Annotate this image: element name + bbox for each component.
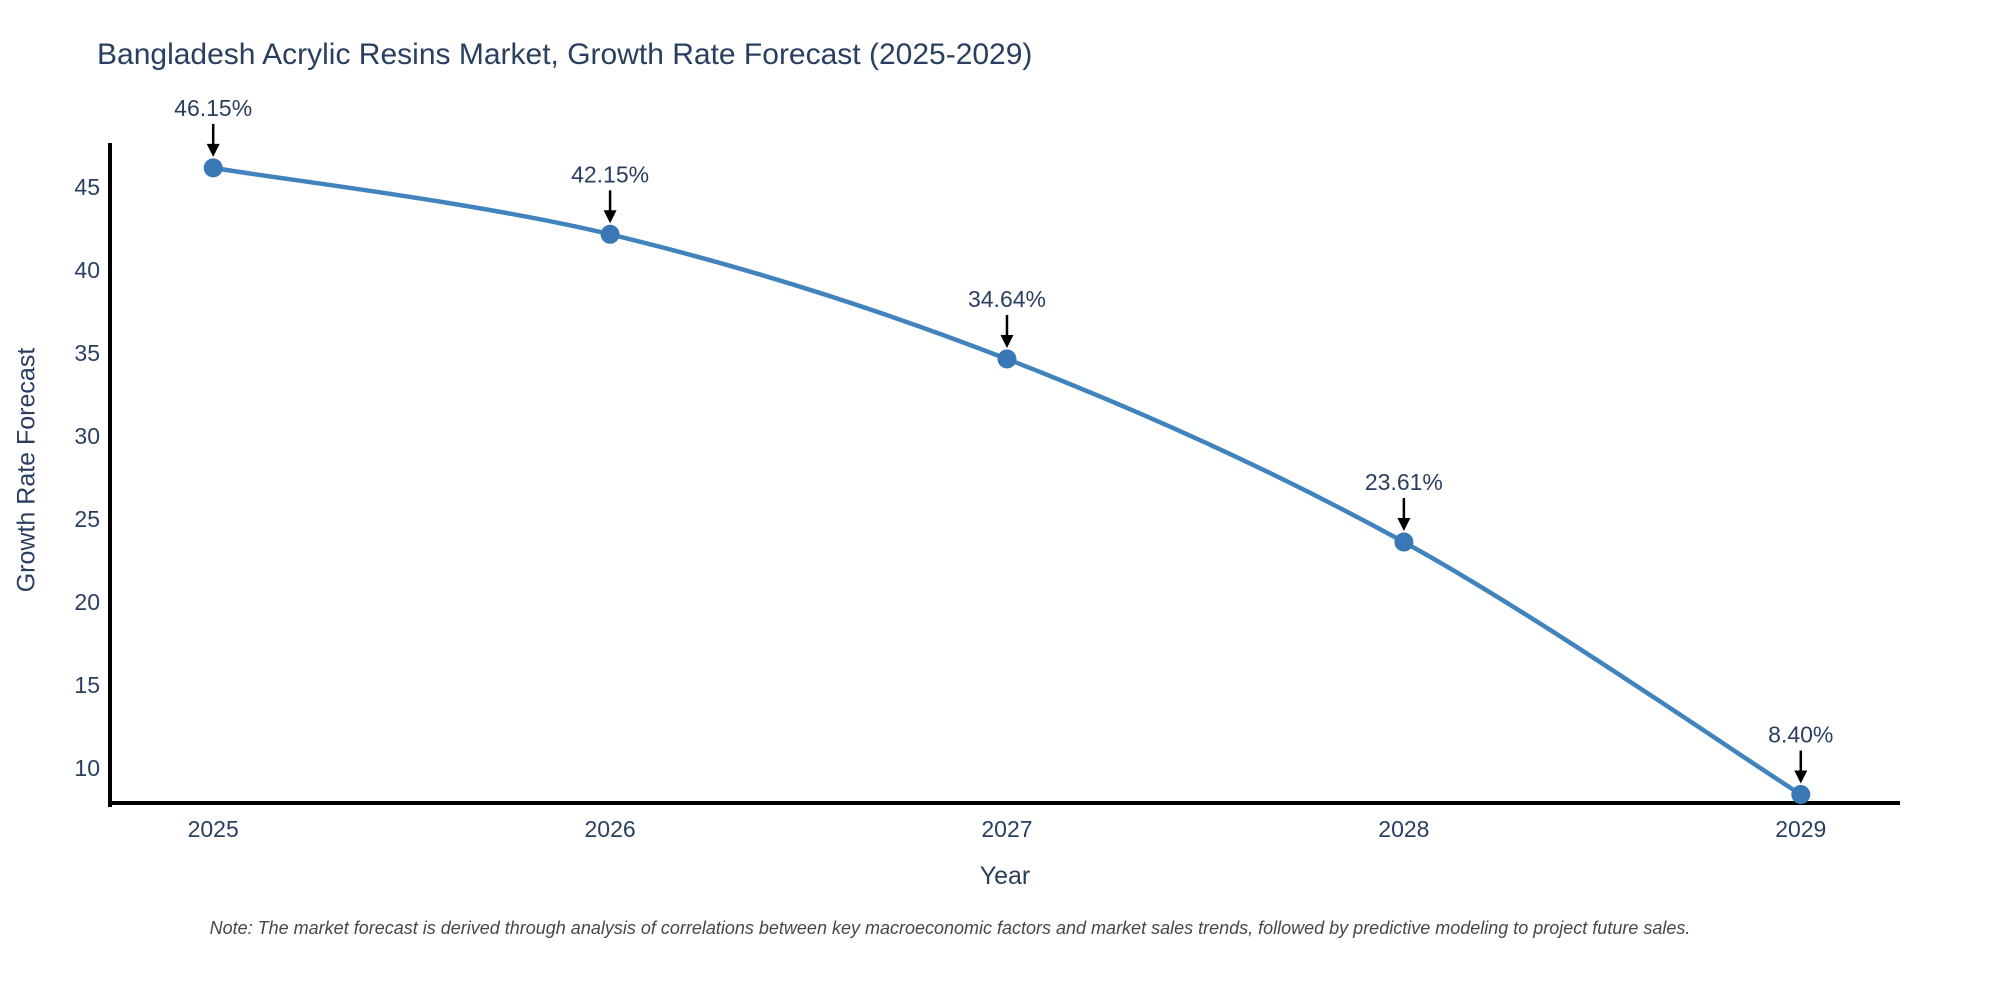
- x-tick-label: 2026: [585, 816, 636, 842]
- data-point-marker: [997, 349, 1017, 369]
- y-tick-label: 10: [74, 755, 100, 781]
- y-tick-label: 30: [74, 423, 100, 449]
- forecast-line: [210, 165, 1804, 797]
- annotation-arrow-head: [206, 143, 220, 157]
- annotation-arrow-head: [1794, 770, 1808, 784]
- data-point-marker: [203, 158, 223, 178]
- data-point-marker: [1791, 785, 1811, 805]
- data-point-label: 34.64%: [968, 286, 1046, 312]
- x-tick-label: 2027: [981, 816, 1032, 842]
- data-point-label: 42.15%: [571, 161, 649, 187]
- data-point-label: 8.40%: [1768, 722, 1833, 748]
- footnote: Note: The market forecast is derived thr…: [209, 918, 1691, 938]
- data-point-marker: [1394, 532, 1414, 552]
- chart-title: Bangladesh Acrylic Resins Market, Growth…: [97, 38, 1033, 71]
- x-axis-title: Year: [979, 862, 1031, 890]
- x-tick-label: 2028: [1378, 816, 1429, 842]
- y-tick-label: 20: [74, 589, 100, 615]
- y-tick-label: 25: [74, 506, 100, 532]
- y-tick-label: 40: [74, 257, 100, 283]
- data-point-label: 23.61%: [1365, 469, 1443, 495]
- data-point-marker: [600, 224, 620, 244]
- y-tick-label: 45: [74, 174, 100, 200]
- x-tick-label: 2025: [188, 816, 239, 842]
- annotation-arrow-head: [603, 210, 617, 224]
- annotation-arrow-head: [1000, 334, 1014, 348]
- y-tick-label: 15: [74, 672, 100, 698]
- data-point-label: 46.15%: [174, 95, 252, 121]
- x-tick-label: 2029: [1775, 816, 1826, 842]
- annotation-arrow-head: [1397, 518, 1411, 532]
- y-tick-label: 35: [74, 340, 100, 366]
